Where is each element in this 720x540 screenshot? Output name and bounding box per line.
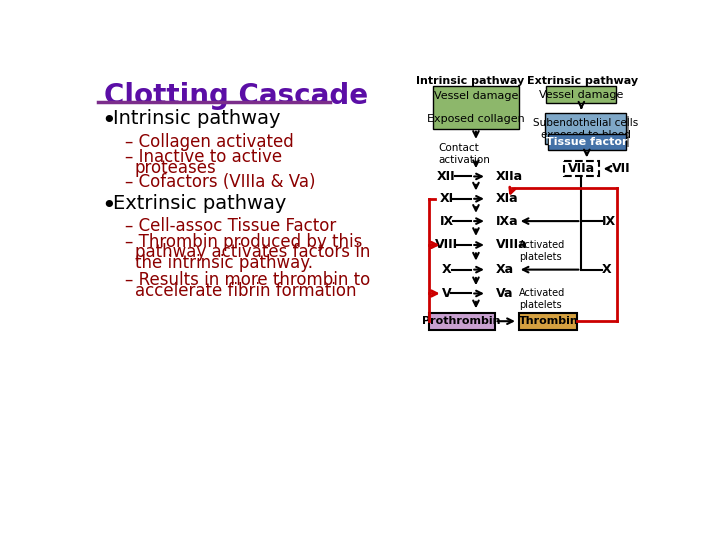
- Text: IXa: IXa: [496, 214, 518, 228]
- Text: pathway activates factors in: pathway activates factors in: [135, 244, 370, 261]
- Text: Extrinsic pathway: Extrinsic pathway: [113, 194, 287, 213]
- Text: – Cell-assoc Tissue Factor: – Cell-assoc Tissue Factor: [125, 217, 336, 235]
- Text: Intrinsic pathway: Intrinsic pathway: [113, 110, 281, 129]
- Text: Tissue factor: Tissue factor: [546, 137, 628, 147]
- Text: XI: XI: [439, 192, 454, 205]
- FancyBboxPatch shape: [548, 117, 629, 147]
- Text: IX: IX: [439, 214, 454, 228]
- Text: Extrinsic pathway: Extrinsic pathway: [526, 76, 638, 85]
- Text: – Results in more thrombin to: – Results in more thrombin to: [125, 271, 370, 289]
- Text: Contact
activation: Contact activation: [438, 143, 490, 165]
- Text: Prothrombin: Prothrombin: [423, 316, 501, 326]
- Text: X: X: [601, 263, 611, 276]
- Text: Va: Va: [496, 287, 513, 300]
- Text: Vessel damage

Exposed collagen: Vessel damage Exposed collagen: [427, 91, 525, 124]
- Text: XIa: XIa: [496, 192, 518, 205]
- FancyBboxPatch shape: [428, 313, 495, 330]
- Text: Subendothelial cells
exposed to blood: Subendothelial cells exposed to blood: [533, 118, 638, 139]
- Text: – Cofactors (VIIIa & Va): – Cofactors (VIIIa & Va): [125, 173, 315, 191]
- Text: XIIa: XIIa: [496, 170, 523, 183]
- Text: proteases: proteases: [135, 159, 217, 177]
- Text: •: •: [101, 194, 116, 218]
- Text: VIII: VIII: [435, 239, 458, 252]
- Text: VIIIa: VIIIa: [496, 239, 528, 252]
- FancyBboxPatch shape: [564, 161, 599, 177]
- Text: V: V: [441, 287, 451, 300]
- Text: IX: IX: [601, 214, 616, 228]
- Text: VIIa: VIIa: [568, 162, 595, 176]
- Text: – Thrombin produced by this: – Thrombin produced by this: [125, 233, 362, 251]
- Text: Xa: Xa: [496, 263, 514, 276]
- FancyBboxPatch shape: [545, 113, 626, 144]
- Text: VII: VII: [611, 162, 630, 176]
- Text: – Collagen activated: – Collagen activated: [125, 132, 294, 151]
- Text: accelerate fibrin formation: accelerate fibrin formation: [135, 282, 356, 300]
- Text: X: X: [441, 263, 451, 276]
- FancyBboxPatch shape: [546, 86, 616, 103]
- FancyBboxPatch shape: [433, 86, 518, 129]
- Text: Vessel damage: Vessel damage: [539, 90, 624, 100]
- Text: •: •: [101, 110, 116, 133]
- Text: – Inactive to active: – Inactive to active: [125, 148, 282, 166]
- Text: the intrinsic pathway.: the intrinsic pathway.: [135, 254, 313, 272]
- FancyBboxPatch shape: [548, 134, 626, 150]
- Text: Clotting Cascade: Clotting Cascade: [104, 82, 368, 110]
- Text: Thrombin: Thrombin: [518, 316, 578, 326]
- Text: Intrinsic pathway: Intrinsic pathway: [415, 76, 524, 85]
- Text: Activated
platelets: Activated platelets: [519, 240, 566, 262]
- Text: XII: XII: [437, 170, 456, 183]
- FancyBboxPatch shape: [519, 313, 577, 330]
- Text: Activated
platelets: Activated platelets: [519, 288, 566, 310]
